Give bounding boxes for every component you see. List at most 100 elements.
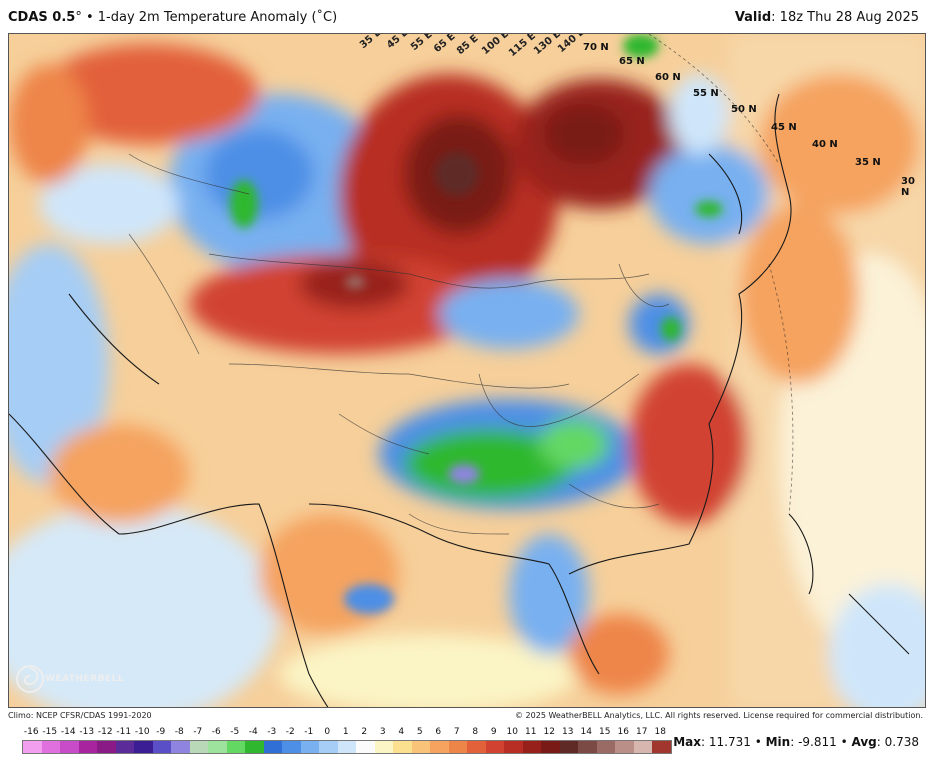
stats-readout: Max: 11.731 • Min: -9.811 • Avg: 0.738 [673, 735, 919, 749]
colorbar-swatch [578, 741, 597, 753]
colorbar-tick-label: 16 [617, 727, 629, 737]
colorbar-tick-label: 8 [472, 727, 479, 737]
swirl-icon [16, 665, 44, 693]
colorbar-swatch [337, 741, 356, 753]
avg-label: Avg [851, 735, 877, 749]
lat-label: 60 N [655, 72, 681, 83]
colorbar-swatch [652, 741, 671, 753]
colorbar-swatch [152, 741, 171, 753]
colorbar-tick-label: 0 [324, 727, 331, 737]
colorbar-swatch [97, 741, 116, 753]
colorbar-swatch [448, 741, 467, 753]
colorbar-tick-label: 7 [453, 727, 460, 737]
graticule [648, 34, 794, 515]
lat-label: 70 N [583, 42, 609, 53]
colorbar-swatch [78, 741, 97, 753]
climo-note: Climo: NCEP CFSR/CDAS 1991-2020 [8, 711, 152, 720]
colorbar-swatch [633, 741, 652, 753]
colorbar-tick-label: 15 [599, 727, 611, 737]
copyright-note: © 2025 WeatherBELL Analytics, LLC. All r… [515, 711, 923, 720]
colorbar-tick-label: -13 [79, 727, 95, 737]
borders [128, 153, 670, 535]
max-label: Max [673, 735, 702, 749]
colorbar-tick-label: -7 [193, 727, 203, 737]
colorbar-swatch [596, 741, 615, 753]
colorbar-swatch [189, 741, 208, 753]
colorbar-tick-label: 13 [562, 727, 574, 737]
colorbar-tick-label: 9 [490, 727, 497, 737]
colorbar-swatch [356, 741, 375, 753]
colorbar-tick-label: -16 [23, 727, 39, 737]
coastlines [9, 93, 910, 707]
avg-value: : 0.738 [876, 735, 919, 749]
colorbar-swatch [615, 741, 634, 753]
colorbar-swatch [485, 741, 504, 753]
colorbar-tick-label: 2 [361, 727, 368, 737]
colorbar-swatch [559, 741, 578, 753]
colorbar-swatch [23, 741, 42, 753]
colorbar-swatch [541, 741, 560, 753]
colorbar-swatch [430, 741, 449, 753]
colorbar-swatch [504, 741, 523, 753]
model-name: CDAS 0.5 [8, 10, 76, 25]
colorbar-swatch [115, 741, 134, 753]
max-value: : 11.731 [701, 735, 751, 749]
colorbar-tick-label: -6 [211, 727, 221, 737]
header: CDAS 0.5° • 1-day 2m Temperature Anomaly… [0, 0, 935, 34]
min-value: : -9.811 [790, 735, 837, 749]
colorbar-tick-label: 4 [398, 727, 405, 737]
colorbar-tick-label: -3 [267, 727, 277, 737]
stats-sep: • [754, 735, 762, 749]
colorbar-swatch [208, 741, 227, 753]
lat-label: 35 N [855, 157, 881, 168]
colorbar-swatch [245, 741, 264, 753]
colorbar-tick-label: 10 [506, 727, 518, 737]
colorbar-swatch [226, 741, 245, 753]
colorbar-swatch [60, 741, 79, 753]
colorbar-tick-label: -11 [116, 727, 132, 737]
degree-symbol: ° [75, 10, 82, 25]
colorbar-tick-label: 17 [636, 727, 648, 737]
colorbar-swatch [319, 741, 338, 753]
logo-text: WEATHERBELL [45, 674, 125, 684]
lat-label: 40 N [812, 139, 838, 150]
map-title: CDAS 0.5° • 1-day 2m Temperature Anomaly… [8, 10, 337, 25]
colorbar-tick-label: -5 [230, 727, 240, 737]
colorbar-swatch [134, 741, 153, 753]
colorbar-swatch [263, 741, 282, 753]
colorbar-tick-label: -2 [285, 727, 295, 737]
colorbar-swatch [300, 741, 319, 753]
colorbar-swatch [41, 741, 60, 753]
colorbar-tick-label: 11 [525, 727, 537, 737]
colorbar-swatch [467, 741, 486, 753]
colorbar-swatch [374, 741, 393, 753]
colorbar-tick-label: -9 [156, 727, 166, 737]
colorbar-tick-label: -12 [97, 727, 113, 737]
colorbar-tick-label: 3 [379, 727, 386, 737]
colorbar-tick-label: 12 [543, 727, 555, 737]
colorbar-tick-label: 14 [580, 727, 592, 737]
colorbar-tick-label: -1 [304, 727, 314, 737]
anomaly-map[interactable]: 70 N 65 N 60 N 55 N 50 N 45 N 40 N 35 N … [8, 33, 926, 708]
lat-label: 30 N [901, 176, 915, 198]
colorbar-tick-label: 5 [416, 727, 423, 737]
colorbar-tick-label: -4 [248, 727, 258, 737]
min-label: Min [765, 735, 791, 749]
stats-sep: • [840, 735, 848, 749]
colorbar-swatch [522, 741, 541, 753]
colorbar-swatch [171, 741, 190, 753]
colorbar-tick-label: 1 [342, 727, 349, 737]
colorbar-tick-label: -15 [42, 727, 58, 737]
lat-label: 50 N [731, 104, 757, 115]
colorbar-swatch [393, 741, 412, 753]
weatherbell-logo: WEATHERBELL [15, 664, 124, 698]
map-canvas [9, 34, 925, 707]
lat-label: 65 N [619, 56, 645, 67]
valid-time: Valid: 18z Thu 28 Aug 2025 [735, 10, 919, 25]
field-title: 1-day 2m Temperature Anomaly (˚C) [97, 10, 338, 25]
valid-label: Valid [734, 10, 772, 25]
colorbar-tick-label: 6 [435, 727, 442, 737]
colorbar-swatch [282, 741, 301, 753]
title-bullet: • [85, 10, 94, 25]
colorbar-swatches [22, 740, 672, 754]
